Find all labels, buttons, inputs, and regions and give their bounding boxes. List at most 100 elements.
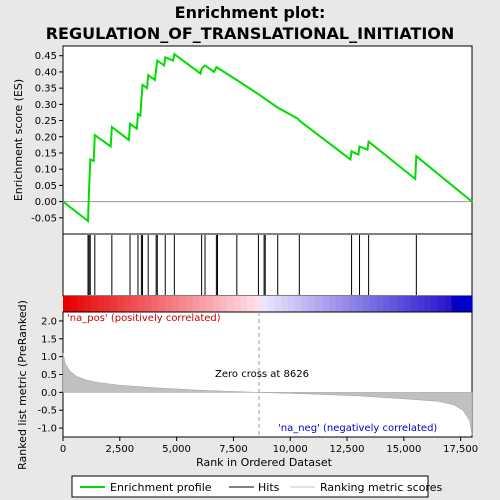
rank-x-tick-label: 0 xyxy=(60,444,66,455)
color-bar-segment xyxy=(97,296,105,312)
es-y-tick-label: 0.20 xyxy=(35,132,57,143)
es-y-tick-label: 0.30 xyxy=(35,100,57,111)
color-bar-segment xyxy=(178,296,187,312)
color-bar-segment xyxy=(403,296,412,312)
rank-x-tick-label: 7,500 xyxy=(219,444,248,455)
color-bar-segment xyxy=(362,296,371,312)
legend: Enrichment profile Hits Ranking metric s… xyxy=(71,475,442,498)
color-bar-segment xyxy=(294,296,303,312)
color-bar-segment xyxy=(356,296,364,312)
color-bar-segment xyxy=(342,296,350,312)
legend-ranking-label: Ranking metric scores xyxy=(320,481,442,494)
es-y-tick-label: 0.40 xyxy=(35,67,57,78)
color-bar-segment xyxy=(465,296,473,312)
color-bar-segment xyxy=(376,296,384,312)
color-bar-segment xyxy=(274,296,282,312)
rank-y-tick-label: 1.5 xyxy=(41,334,57,345)
legend-hits-label: Hits xyxy=(258,481,280,494)
rank-y-tick-label: 0.0 xyxy=(41,388,57,399)
color-bar-segment xyxy=(383,296,391,312)
color-bar-segment xyxy=(308,296,316,312)
color-bar-segment xyxy=(328,296,337,312)
neg-correlated-label: 'na_neg' (negatively correlated) xyxy=(278,423,437,434)
rank-x-tick-label: 10,000 xyxy=(273,444,308,455)
rank-x-axis: 0 2,500 5,000 7,500 10,000 12,500 15,000 17,500 xyxy=(60,437,478,455)
color-bar-segment xyxy=(199,296,207,312)
color-bar-segment xyxy=(185,296,194,312)
color-bar-segment xyxy=(287,296,296,312)
chart-title-line2: REGULATION_OF_TRANSLATIONAL_INITIATION xyxy=(46,24,455,43)
color-bar-segment xyxy=(410,296,419,312)
hits-panel xyxy=(62,233,473,297)
legend-enrichment-label: Enrichment profile xyxy=(110,481,212,494)
enrichment-profile-line xyxy=(62,52,473,223)
rank-y-tick-label: -1.0 xyxy=(37,424,57,435)
es-y-tick-label: 0.15 xyxy=(35,148,57,159)
color-bar-segment xyxy=(315,296,323,312)
rank-panel xyxy=(62,311,473,438)
rank-y-tick-label: 1.0 xyxy=(41,352,57,363)
color-bar-segment xyxy=(253,296,262,312)
rank-y-tick-label: 2.0 xyxy=(41,316,57,327)
color-bar-segment xyxy=(301,296,309,312)
es-y-axis: -0.05 0.00 0.05 0.10 0.15 0.20 0.25 0.30 0.35 0.4… xyxy=(31,51,63,224)
color-bar-segment xyxy=(322,296,330,312)
color-bar-segment xyxy=(69,296,78,312)
es-y-tick-label: 0.25 xyxy=(35,116,57,127)
rank-x-tick-label: 15,000 xyxy=(386,444,421,455)
color-bar-segment xyxy=(417,296,425,312)
es-y-axis-label: Enrichment score (ES) xyxy=(12,79,25,201)
color-bar-segment xyxy=(458,296,466,312)
color-bar-segment xyxy=(437,296,446,312)
color-bar-segment xyxy=(226,296,235,312)
chart-title-line1: Enrichment plot: xyxy=(175,3,326,22)
color-bar-segment xyxy=(192,296,200,312)
rank-x-tick-label: 17,500 xyxy=(443,444,478,455)
color-bar-segment xyxy=(90,296,98,312)
color-bar-segment xyxy=(349,296,357,312)
color-bar-segment xyxy=(137,296,146,312)
rank-x-tick-label: 2,500 xyxy=(105,444,134,455)
color-bar-segment xyxy=(444,296,453,312)
rank-x-axis-label: Rank in Ordered Dataset xyxy=(196,456,333,469)
es-y-tick-label: 0.45 xyxy=(35,51,57,62)
es-y-tick-label: 0.10 xyxy=(35,165,57,176)
rank-x-tick-label: 12,500 xyxy=(330,444,365,455)
es-y-tick-label: -0.05 xyxy=(31,213,57,224)
es-y-tick-label: 0.35 xyxy=(35,84,57,95)
color-bar-segment xyxy=(219,296,228,312)
color-bar-segment xyxy=(390,296,398,312)
color-bar-segment xyxy=(172,296,180,312)
color-bar-segment xyxy=(233,296,241,312)
color-bar-segment xyxy=(212,296,221,312)
rank-y-axis-label: Ranked list metric (PreRanked) xyxy=(16,300,29,470)
pos-correlated-label: 'na_pos' (positively correlated) xyxy=(67,313,221,324)
color-bar-segment xyxy=(110,296,119,312)
color-bar-segment xyxy=(103,296,112,312)
color-bar-segment xyxy=(451,296,459,312)
zero-cross-label: Zero cross at 8626 xyxy=(215,369,309,380)
es-panel xyxy=(62,45,473,235)
color-bar-segment xyxy=(240,296,248,312)
color-bar-segment xyxy=(83,296,91,312)
color-bar-segment xyxy=(206,296,214,312)
color-bar-segment xyxy=(158,296,166,312)
color-bar-segment xyxy=(247,296,255,312)
color-bar-segment xyxy=(335,296,344,312)
color-bar-segment xyxy=(63,296,71,312)
color-bar-segment xyxy=(165,296,173,312)
color-bar-segment xyxy=(124,296,132,312)
color-bar-segment xyxy=(431,296,439,312)
color-bar-segment xyxy=(397,296,405,312)
rank-y-tick-label: -0.5 xyxy=(37,406,57,417)
es-y-tick-label: 0.00 xyxy=(35,197,57,208)
color-bar-segment xyxy=(131,296,139,312)
color-bar-segment xyxy=(424,296,432,312)
rank-y-tick-label: 0.5 xyxy=(41,370,57,381)
es-y-tick-label: 0.05 xyxy=(35,181,57,192)
color-bar-segment xyxy=(267,296,275,312)
hits-marks xyxy=(87,235,417,295)
color-bar-segment xyxy=(260,296,269,312)
rank-x-tick-label: 5,000 xyxy=(162,444,191,455)
